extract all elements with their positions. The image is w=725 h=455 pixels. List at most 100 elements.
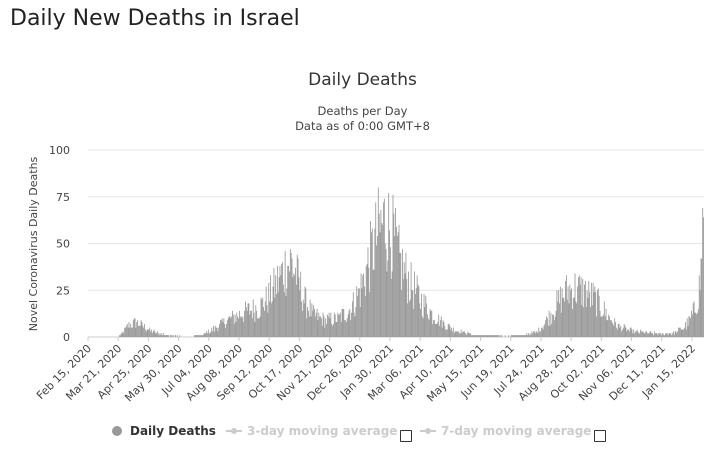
bar-daily-deaths [553,314,554,337]
bar-daily-deaths [534,331,535,337]
bar-daily-deaths [597,288,599,337]
bar-daily-deaths [248,303,250,337]
bar-daily-deaths [243,322,245,337]
bar-daily-deaths [385,249,387,337]
bar-daily-deaths [440,320,441,337]
bar-daily-deaths [395,207,396,337]
bar-daily-deaths [286,288,288,337]
bar-daily-deaths [265,286,267,337]
bar-daily-deaths [151,333,153,337]
bar-daily-deaths [253,312,255,337]
bar-daily-deaths [472,335,474,337]
bar-daily-deaths [131,327,132,337]
bar-daily-deaths [496,335,497,337]
bar-daily-deaths [525,335,527,337]
bar-daily-deaths [530,335,532,337]
bar-daily-deaths [147,329,149,337]
checkbox-3-day-average[interactable] [400,430,412,442]
bar-daily-deaths [389,230,390,337]
bar-daily-deaths [527,335,528,337]
bar-daily-deaths [564,301,566,337]
bar-daily-deaths [144,329,146,337]
bar-daily-deaths [629,327,631,337]
bar-daily-deaths [221,318,223,337]
bar-daily-deaths [255,305,257,337]
bar-daily-deaths [476,335,478,337]
bar-daily-deaths [456,331,458,337]
checkbox-7-day-average[interactable] [594,430,606,442]
bar-daily-deaths [448,323,450,337]
bar-daily-deaths [449,325,451,337]
bar-daily-deaths [399,252,401,337]
bar-daily-deaths [333,323,334,337]
bar-daily-deaths [607,320,609,337]
bar-daily-deaths [660,335,662,337]
bar-daily-deaths [338,314,340,337]
bar-daily-deaths [175,335,176,337]
bar-daily-deaths [389,247,391,337]
bar-daily-deaths [371,228,373,337]
bar-daily-deaths [665,333,667,337]
legend-item-3-day-average[interactable]: 3-day moving average [226,424,397,438]
y-tick-label: 50 [56,238,70,251]
bar-daily-deaths [655,333,657,337]
bar-daily-deaths [498,335,500,337]
bar-daily-deaths [179,335,181,337]
bar-daily-deaths [653,331,655,337]
bar-daily-deaths [517,335,519,337]
bar-daily-deaths [528,333,529,337]
bar-daily-deaths [368,267,370,337]
bar-daily-deaths [231,316,233,337]
bar-daily-deaths [548,310,550,337]
bar-daily-deaths [267,312,269,337]
bar-daily-deaths [285,295,287,337]
legend-marker-line-icon [226,428,242,434]
bar-daily-deaths [312,310,314,337]
bar-daily-deaths [418,286,420,337]
bar-daily-deaths [358,288,359,337]
chart-subtitle-line-1: Deaths per Day [317,104,408,118]
bar-daily-deaths [661,333,663,337]
bar-daily-deaths [320,318,322,337]
bar-daily-deaths [206,331,208,337]
bar-daily-deaths [624,325,626,337]
bar-daily-deaths [370,232,372,337]
bar-daily-deaths [251,318,253,337]
bar-daily-deaths [251,310,252,337]
chart-title: Daily Deaths [308,70,417,90]
bar-daily-deaths [204,333,206,337]
bar-daily-deaths [657,335,659,337]
bar-daily-deaths [463,331,465,337]
bar-daily-deaths [471,335,473,337]
bar-daily-deaths [425,295,427,337]
bar-daily-deaths [266,305,268,337]
bar-daily-deaths [200,335,202,337]
bar-daily-deaths [528,335,530,337]
bar-daily-deaths [308,316,310,337]
bar-daily-deaths [691,310,692,337]
bar-daily-deaths [690,318,692,337]
bar-daily-deaths [574,273,576,337]
bar-daily-deaths [474,335,476,337]
bar-daily-deaths [627,329,629,337]
bar-daily-deaths [275,275,277,337]
bar-daily-deaths [282,262,283,337]
bar-daily-deaths [139,325,141,337]
bar-daily-deaths [674,331,676,337]
bar-daily-deaths [327,316,329,337]
legend-item-7-day-average[interactable]: 7-day moving average [420,424,591,438]
bar-daily-deaths [685,322,686,337]
bar-daily-deaths [258,318,260,337]
bar-daily-deaths [646,331,648,337]
bar-daily-deaths [171,335,173,337]
bar-daily-deaths [207,329,209,337]
bar-daily-deaths [262,297,264,337]
bar-daily-deaths [209,333,211,337]
bar-daily-deaths [295,267,296,337]
bar-daily-deaths [489,335,491,337]
legend-item-daily-deaths[interactable]: Daily Deaths [112,424,216,438]
bar-daily-deaths [684,327,686,337]
bar-daily-deaths [121,333,123,337]
bar-daily-deaths [412,290,414,337]
bar-daily-deaths [547,325,549,337]
